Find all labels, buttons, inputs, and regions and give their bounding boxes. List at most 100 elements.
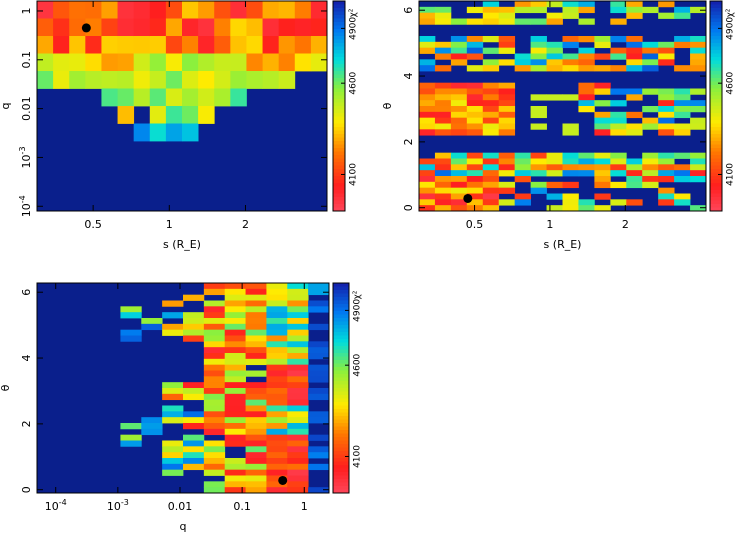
colorbar-segment (333, 81, 345, 86)
heatmap-cell (434, 193, 452, 200)
heatmap-cell (482, 117, 500, 124)
heatmap-cell (246, 36, 263, 54)
heatmap-cell (287, 382, 309, 389)
heatmap-cell (203, 423, 226, 430)
heatmap-cell (266, 294, 288, 301)
heatmap-cell (450, 129, 468, 136)
heatmap-cell (610, 164, 627, 171)
heatmap-cell (450, 176, 468, 183)
heatmap-cell (117, 88, 135, 107)
x-tick-label: 10-3 (107, 498, 129, 513)
heatmap-cell (294, 36, 312, 54)
colorbar-segment (333, 183, 345, 187)
heatmap-cell (245, 463, 267, 471)
axis-ticks: 0.5 1 2 0 2 4 6 (402, 1, 706, 231)
heatmap-cell (224, 318, 246, 325)
heatmap-cell (434, 6, 452, 14)
heatmap-cell (165, 18, 183, 37)
best-fit-marker (81, 23, 91, 33)
heatmap-cell (626, 53, 643, 60)
heatmap-cell (658, 111, 675, 119)
heatmap-cell (450, 106, 468, 113)
colorbar-segment (333, 370, 349, 375)
colorbar-segment (333, 39, 345, 44)
colorbar-segment (333, 419, 349, 424)
heatmap-cell (642, 6, 659, 14)
colorbar-segment (333, 363, 349, 368)
heatmap-cell (294, 53, 312, 72)
heatmap-cell (287, 440, 309, 447)
heatmap-cell (434, 12, 452, 19)
heatmap-cell (674, 193, 691, 200)
heatmap-cell (466, 6, 484, 14)
colorbar-segment (333, 4, 345, 9)
heatmap-cell (69, 53, 86, 72)
heatmap-cell (530, 47, 547, 54)
colorbar-segment (333, 374, 349, 378)
heatmap-cell (182, 88, 199, 107)
heatmap-cell (101, 18, 118, 37)
heatmap-cell (224, 300, 246, 307)
colorbar-tick-label: 4100 (726, 163, 736, 186)
heatmap-cell (287, 288, 309, 296)
heatmap-cell (278, 1, 296, 19)
heatmap-cell (149, 36, 167, 54)
colorbar-tick-label: 4900 (353, 299, 363, 322)
plot-frame (418, 0, 707, 212)
colorbar-segment (333, 18, 345, 23)
heatmap-cell (308, 417, 330, 424)
heatmap-cell (266, 306, 288, 313)
heatmap-cell (287, 347, 309, 354)
heatmap-cell (562, 199, 579, 206)
colorbar-segment (333, 155, 345, 159)
heatmap-cell (162, 458, 184, 465)
heatmap-cell (198, 106, 215, 124)
heatmap-cell (101, 71, 118, 89)
x-tick-label: 1 (166, 218, 173, 231)
colorbar-segment (710, 158, 722, 163)
heatmap-cell (546, 47, 563, 54)
colorbar-segment (710, 123, 722, 128)
heatmap-cell (450, 117, 468, 124)
heatmap-cell (450, 47, 468, 54)
heatmap-cell (308, 388, 330, 395)
heatmap-cell (203, 353, 226, 360)
heatmap-cell (562, 53, 579, 60)
heatmap-cell (308, 434, 330, 441)
heatmap-cell (203, 312, 226, 319)
colorbar-segment (710, 85, 722, 89)
heatmap-cell (117, 1, 135, 19)
y-tick-label: 10-4 (18, 195, 34, 217)
heatmap-cell (594, 170, 611, 177)
heatmap-cell (546, 158, 563, 165)
heatmap-cell (419, 65, 436, 72)
heatmap-cell (562, 65, 579, 72)
heatmap-cell (419, 94, 436, 101)
colorbar-segment (333, 151, 345, 156)
heatmap-cell (101, 1, 118, 19)
heatmap-cell (626, 199, 643, 206)
heatmap-cell (245, 382, 267, 389)
colorbar-segment (710, 53, 722, 58)
heatmap-cell (198, 88, 215, 107)
heatmap-cell (674, 176, 691, 183)
heatmap-cell (287, 452, 309, 459)
x-tick-exponent: -3 (121, 498, 129, 507)
heatmap-cell (266, 463, 288, 471)
heatmap-cell (214, 71, 231, 89)
heatmap-cell (162, 393, 184, 401)
heatmap-cell (266, 341, 288, 348)
heatmap-cell (266, 376, 288, 383)
heatmap-cell (466, 53, 484, 60)
colorbar-segment (333, 130, 345, 135)
colorbar-segment (333, 444, 349, 448)
heatmap-cell (658, 12, 675, 19)
heatmap-cell (224, 376, 246, 383)
heatmap-cell (498, 59, 516, 66)
colorbar-segment (710, 137, 722, 142)
colorbar-segment (333, 465, 349, 469)
heatmap-cell (419, 187, 436, 194)
heatmap-cell (690, 88, 707, 95)
colorbar-segment (710, 57, 722, 61)
heatmap-cell (562, 12, 579, 19)
